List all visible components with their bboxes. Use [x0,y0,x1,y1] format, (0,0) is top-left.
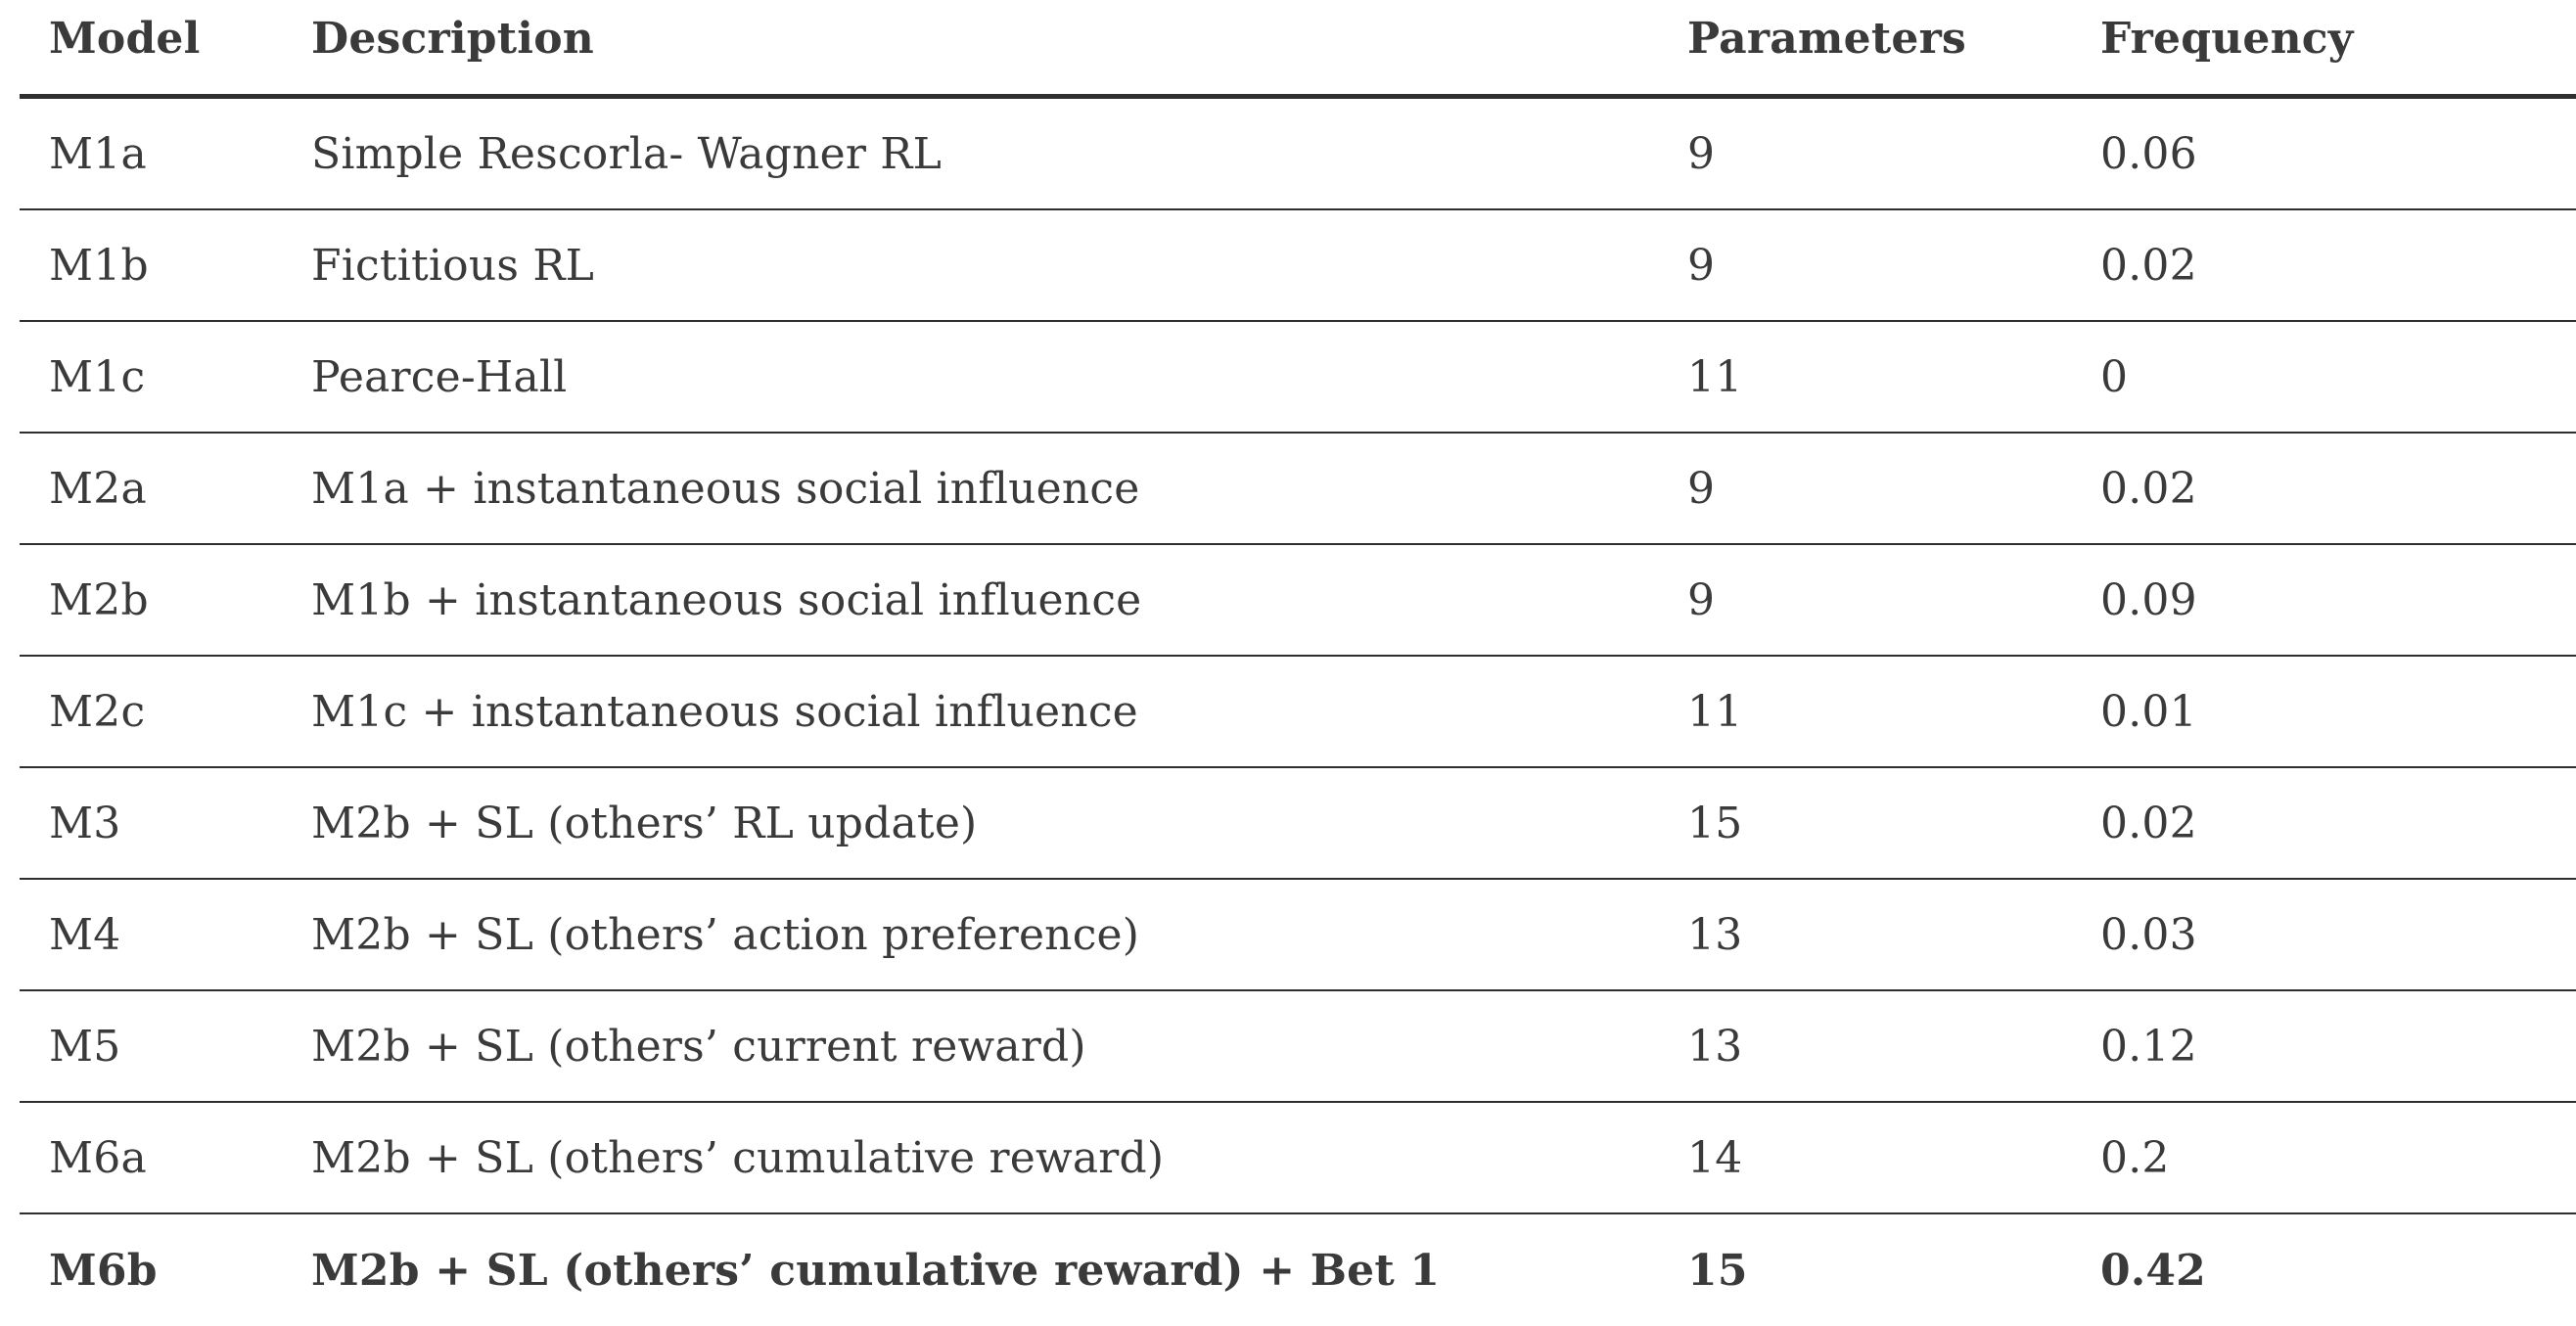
header-description: Description [311,14,594,64]
cell-frequency: 0.02 [2100,798,2197,848]
cell-description: M1c + instantaneous social influence [311,686,1138,737]
cell-frequency: 0 [2100,351,2129,402]
cell-frequency: 0.2 [2100,1132,2170,1183]
cell-model: M6a [49,1132,147,1183]
cell-parameters: 15 [1687,1245,1748,1296]
cell-frequency: 0.03 [2100,909,2197,960]
cell-model: M2b [49,574,149,625]
table-row: M2c M1c + instantaneous social influence 1… [20,657,2576,768]
cell-description: M2b + SL (others’ cumulative reward) [311,1132,1165,1183]
table-row: M5 M2b + SL (others’ current reward) 13 0.1… [20,991,2576,1103]
cell-description: Fictitious RL [311,240,595,291]
table-header-row: Model Description Parameters Frequency [20,0,2576,99]
table-row: M1c Pearce-Hall 11 0 [20,322,2576,434]
header-parameters: Parameters [1687,14,1966,64]
cell-frequency: 0.42 [2100,1245,2206,1296]
table-row: M3 M2b + SL (others’ RL update) 15 0.02 [20,768,2576,880]
cell-model: M2c [49,686,146,737]
cell-parameters: 15 [1687,798,1743,848]
cell-parameters: 9 [1687,574,1716,625]
header-model: Model [49,14,201,64]
cell-parameters: 9 [1687,463,1716,514]
cell-frequency: 0.09 [2100,574,2197,625]
cell-model: M1c [49,351,146,402]
cell-model: M2a [49,463,147,514]
header-frequency: Frequency [2100,14,2354,64]
cell-model: M3 [49,798,121,848]
cell-parameters: 9 [1687,128,1716,179]
cell-model: M1b [49,240,149,291]
cell-description: M1b + instantaneous social influence [311,574,1142,625]
cell-parameters: 13 [1687,909,1743,960]
model-comparison-table: Model Description Parameters Frequency M… [20,0,2576,1326]
cell-frequency: 0.02 [2100,240,2197,291]
cell-description: M1a + instantaneous social influence [311,463,1140,514]
cell-parameters: 13 [1687,1021,1743,1072]
table-row: M2b M1b + instantaneous social influence 9… [20,545,2576,657]
cell-model: M4 [49,909,121,960]
cell-model: M1a [49,128,147,179]
cell-parameters: 14 [1687,1132,1743,1183]
table-row: M1b Fictitious RL 9 0.02 [20,210,2576,322]
cell-parameters: 11 [1687,686,1743,737]
cell-description: Simple Rescorla- Wagner RL [311,128,943,179]
cell-model: M5 [49,1021,121,1072]
cell-frequency: 0.06 [2100,128,2197,179]
cell-description: M2b + SL (others’ action preference) [311,909,1140,960]
table-row: M1a Simple Rescorla- Wagner RL 9 0.06 [20,99,2576,210]
table-row: M6b M2b + SL (others’ cumulative reward) … [20,1214,2576,1326]
table-body: M1a Simple Rescorla- Wagner RL 9 0.06 M1b Fic… [20,99,2576,1326]
table-row: M4 M2b + SL (others’ action preference) 13… [20,880,2576,991]
cell-parameters: 9 [1687,240,1716,291]
cell-model: M6b [49,1245,158,1296]
cell-frequency: 0.02 [2100,463,2197,514]
cell-description: M2b + SL (others’ current reward) [311,1021,1086,1072]
cell-description: Pearce-Hall [311,351,568,402]
cell-description: M2b + SL (others’ cumulative reward) + B… [311,1245,1441,1296]
table-row: M6a M2b + SL (others’ cumulative reward) 1… [20,1103,2576,1214]
cell-frequency: 0.12 [2100,1021,2197,1072]
cell-frequency: 0.01 [2100,686,2197,737]
table-row: M2a M1a + instantaneous social influence 9… [20,434,2576,545]
cell-description: M2b + SL (others’ RL update) [311,798,978,848]
cell-parameters: 11 [1687,351,1743,402]
